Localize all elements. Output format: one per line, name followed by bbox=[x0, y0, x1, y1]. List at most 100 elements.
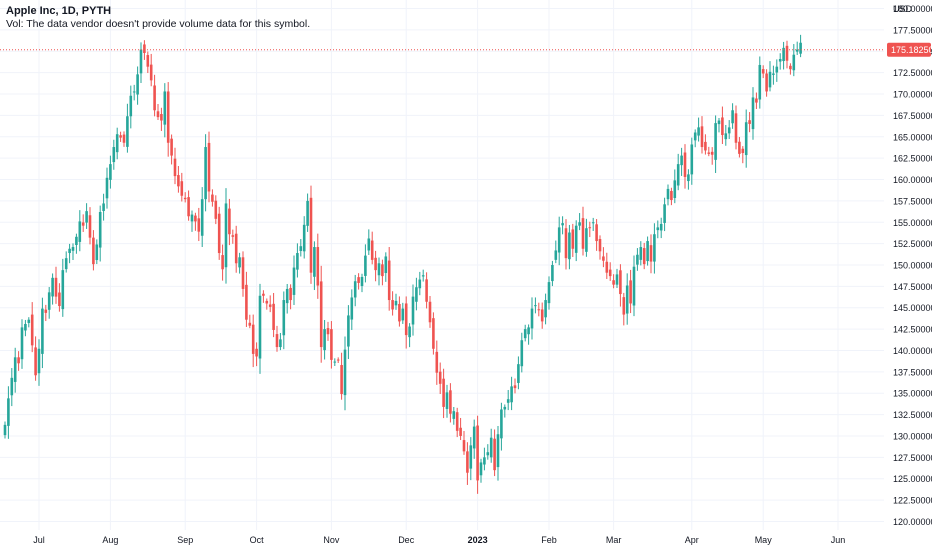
candle bbox=[61, 258, 65, 317]
candle bbox=[323, 320, 326, 360]
candle-body bbox=[374, 257, 377, 271]
candle-body bbox=[102, 203, 105, 211]
candle bbox=[360, 273, 364, 293]
candle bbox=[302, 216, 306, 259]
candle bbox=[636, 248, 639, 271]
candle bbox=[153, 74, 156, 117]
time-axis-label: May bbox=[755, 535, 773, 545]
candle bbox=[207, 131, 211, 203]
candle bbox=[663, 197, 666, 232]
candle bbox=[255, 342, 258, 367]
candle bbox=[619, 264, 622, 307]
candle-body bbox=[636, 254, 639, 265]
candle-body bbox=[748, 120, 751, 124]
candle bbox=[17, 351, 20, 371]
candle bbox=[527, 324, 530, 345]
candle bbox=[421, 269, 425, 282]
candle-body bbox=[574, 225, 578, 253]
candle-body bbox=[255, 348, 258, 357]
candle bbox=[404, 296, 408, 349]
candle-body bbox=[319, 281, 323, 348]
price-axis-label: 157.50000 bbox=[893, 196, 932, 206]
time-axis-label: Mar bbox=[606, 535, 622, 545]
candle-body bbox=[486, 452, 490, 456]
candle-body bbox=[296, 253, 299, 270]
candle-body bbox=[493, 438, 496, 471]
candle-body bbox=[353, 281, 357, 298]
candle bbox=[24, 319, 27, 337]
candle-body bbox=[71, 247, 75, 251]
candle-body bbox=[156, 111, 160, 118]
candle-body bbox=[7, 398, 10, 426]
candle bbox=[115, 127, 119, 160]
candle bbox=[146, 51, 150, 74]
candle-body bbox=[381, 264, 384, 277]
candle-body bbox=[262, 293, 265, 296]
candle-body bbox=[571, 229, 575, 249]
candle-body bbox=[394, 300, 398, 306]
candle-body bbox=[710, 151, 714, 155]
candle-body bbox=[187, 197, 190, 217]
candle-body bbox=[333, 361, 337, 363]
candle bbox=[370, 231, 374, 265]
candle-body bbox=[517, 364, 520, 383]
candle bbox=[41, 297, 44, 369]
price-axis-label: 170.00000 bbox=[893, 90, 932, 100]
candle bbox=[411, 284, 415, 336]
candle bbox=[707, 146, 711, 157]
candle bbox=[455, 407, 459, 438]
candle-body bbox=[459, 427, 462, 436]
candle-body bbox=[153, 85, 156, 111]
candle bbox=[292, 255, 296, 306]
candle bbox=[13, 347, 17, 393]
candle-body bbox=[758, 64, 762, 100]
candle-body bbox=[109, 164, 112, 180]
candle bbox=[258, 283, 262, 374]
candle bbox=[44, 304, 48, 322]
candle bbox=[37, 339, 41, 386]
candle bbox=[489, 428, 493, 463]
candle-body bbox=[418, 279, 422, 289]
candle bbox=[398, 296, 401, 327]
candle bbox=[7, 386, 10, 439]
candle-body bbox=[268, 304, 272, 307]
candle-body bbox=[795, 49, 799, 52]
candle-body bbox=[656, 227, 660, 231]
candle-body bbox=[95, 244, 99, 261]
candle-body bbox=[432, 318, 435, 349]
candle-body bbox=[707, 152, 711, 154]
candle-body bbox=[234, 233, 238, 264]
candle bbox=[170, 134, 173, 165]
candle bbox=[496, 425, 500, 481]
candle bbox=[364, 244, 367, 283]
candle-body bbox=[530, 308, 534, 329]
candle bbox=[435, 340, 439, 385]
candle-body bbox=[309, 197, 313, 273]
candle bbox=[132, 84, 136, 101]
price-axis-label: 155.00000 bbox=[893, 218, 932, 228]
candle-body bbox=[561, 223, 564, 226]
candle bbox=[452, 407, 456, 425]
candle-body bbox=[10, 377, 14, 396]
candle-body bbox=[608, 269, 612, 277]
candle bbox=[768, 61, 772, 92]
candle-body bbox=[523, 329, 527, 339]
candle bbox=[683, 144, 687, 189]
price-axis-label: 130.00000 bbox=[893, 431, 932, 441]
candle bbox=[401, 302, 405, 324]
candle bbox=[585, 218, 588, 257]
candle bbox=[126, 103, 129, 153]
price-axis-label: 127.50000 bbox=[893, 453, 932, 463]
candle-body bbox=[88, 215, 92, 238]
candle-body bbox=[347, 315, 350, 347]
candle-body bbox=[126, 116, 129, 147]
candle-body bbox=[177, 175, 180, 187]
volume-note: Vol: The data vendor doesn't provide vol… bbox=[6, 18, 311, 30]
candle bbox=[639, 241, 643, 266]
candle-body bbox=[693, 132, 697, 141]
candle bbox=[479, 458, 483, 483]
candle bbox=[598, 235, 602, 260]
candle-body bbox=[578, 222, 581, 226]
